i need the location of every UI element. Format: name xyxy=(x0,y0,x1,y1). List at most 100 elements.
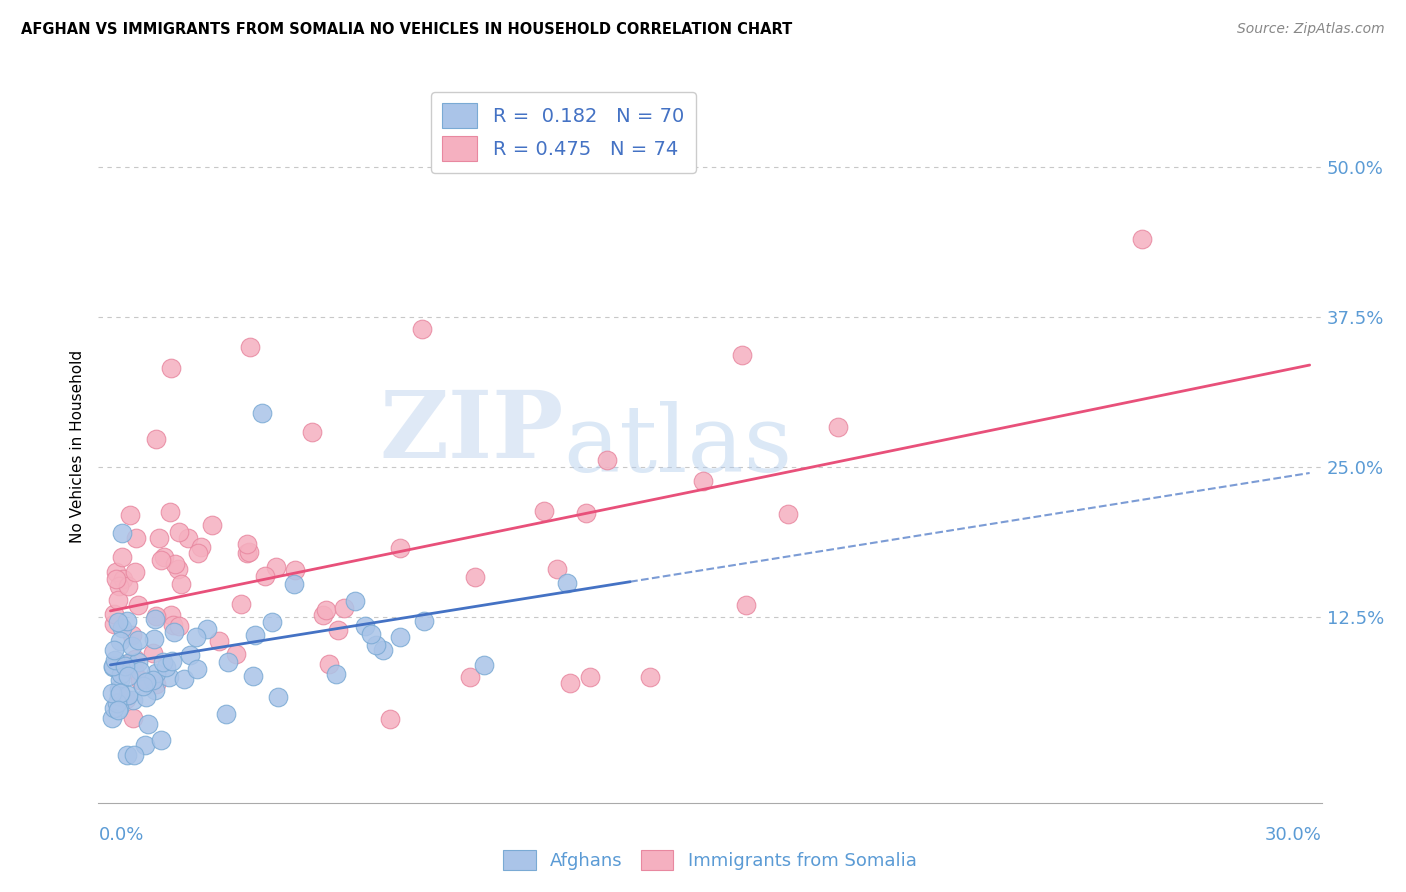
Point xyxy=(122,693,145,707)
Point xyxy=(107,681,129,696)
Point xyxy=(214,707,236,722)
Point xyxy=(318,657,340,671)
Text: ZIP: ZIP xyxy=(380,387,564,476)
Point xyxy=(464,570,486,584)
Text: atlas: atlas xyxy=(564,401,793,491)
Point xyxy=(411,322,433,336)
Point xyxy=(117,657,139,671)
Point xyxy=(558,676,581,690)
Point xyxy=(145,666,167,681)
Point xyxy=(124,565,146,579)
Point xyxy=(267,690,290,704)
Point xyxy=(254,569,277,583)
Point xyxy=(177,531,200,545)
Point xyxy=(121,639,143,653)
Point xyxy=(148,531,170,545)
Point xyxy=(150,733,173,747)
Point xyxy=(128,665,150,679)
Point xyxy=(111,525,134,540)
Point xyxy=(145,432,167,446)
Point xyxy=(264,560,287,574)
Point xyxy=(283,576,305,591)
Point xyxy=(301,425,323,439)
Point xyxy=(122,711,145,725)
Point xyxy=(184,630,207,644)
Point xyxy=(207,633,229,648)
Point xyxy=(238,545,260,559)
Point xyxy=(827,419,849,434)
Point xyxy=(145,609,167,624)
Point xyxy=(413,614,436,628)
Point xyxy=(187,546,209,560)
Point xyxy=(115,657,138,671)
Point xyxy=(142,646,165,660)
Point xyxy=(143,682,166,697)
Point xyxy=(127,598,149,612)
Point xyxy=(159,360,181,375)
Point xyxy=(114,659,136,673)
Point xyxy=(120,508,142,522)
Point xyxy=(165,558,187,572)
Point xyxy=(579,670,602,684)
Point xyxy=(143,632,166,646)
Text: Source: ZipAtlas.com: Source: ZipAtlas.com xyxy=(1237,22,1385,37)
Legend: Afghans, Immigrants from Somalia: Afghans, Immigrants from Somalia xyxy=(495,840,925,880)
Point xyxy=(108,673,131,687)
Point xyxy=(107,593,129,607)
Point xyxy=(104,653,127,667)
Point xyxy=(252,406,274,420)
Point xyxy=(152,655,174,669)
Point xyxy=(533,504,555,518)
Point xyxy=(135,675,157,690)
Point xyxy=(101,686,124,700)
Point xyxy=(195,623,218,637)
Point xyxy=(105,566,128,580)
Point xyxy=(360,626,382,640)
Y-axis label: No Vehicles in Household: No Vehicles in Household xyxy=(70,350,86,542)
Point xyxy=(107,615,129,629)
Point xyxy=(125,531,148,545)
Point xyxy=(159,505,181,519)
Point xyxy=(111,573,134,587)
Point xyxy=(134,739,156,753)
Point xyxy=(135,690,157,704)
Point xyxy=(103,700,125,714)
Point xyxy=(201,518,224,533)
Point xyxy=(225,647,247,661)
Point xyxy=(107,704,129,718)
Point xyxy=(186,662,208,676)
Point xyxy=(149,552,172,566)
Point xyxy=(326,623,349,637)
Point xyxy=(315,603,337,617)
Point xyxy=(117,579,139,593)
Point xyxy=(217,655,239,669)
Point xyxy=(114,691,136,706)
Point xyxy=(111,550,134,565)
Text: AFGHAN VS IMMIGRANTS FROM SOMALIA NO VEHICLES IN HOUSEHOLD CORRELATION CHART: AFGHAN VS IMMIGRANTS FROM SOMALIA NO VEH… xyxy=(21,22,793,37)
Point xyxy=(162,618,184,632)
Point xyxy=(284,563,307,577)
Point xyxy=(103,659,125,673)
Point xyxy=(231,597,253,611)
Point xyxy=(108,579,131,593)
Point xyxy=(159,670,181,684)
Point xyxy=(364,638,387,652)
Point xyxy=(127,632,149,647)
Point xyxy=(138,717,160,731)
Point xyxy=(108,634,131,648)
Point xyxy=(101,711,124,725)
Point xyxy=(167,524,190,539)
Point xyxy=(354,619,377,633)
Point xyxy=(333,600,356,615)
Point xyxy=(108,690,131,704)
Point xyxy=(153,550,176,565)
Point xyxy=(115,747,138,762)
Point xyxy=(127,655,149,669)
Point xyxy=(162,625,184,640)
Point xyxy=(124,652,146,666)
Point xyxy=(575,506,598,520)
Point xyxy=(380,712,402,726)
Point xyxy=(312,607,335,622)
Point xyxy=(122,664,145,678)
Point xyxy=(117,689,139,703)
